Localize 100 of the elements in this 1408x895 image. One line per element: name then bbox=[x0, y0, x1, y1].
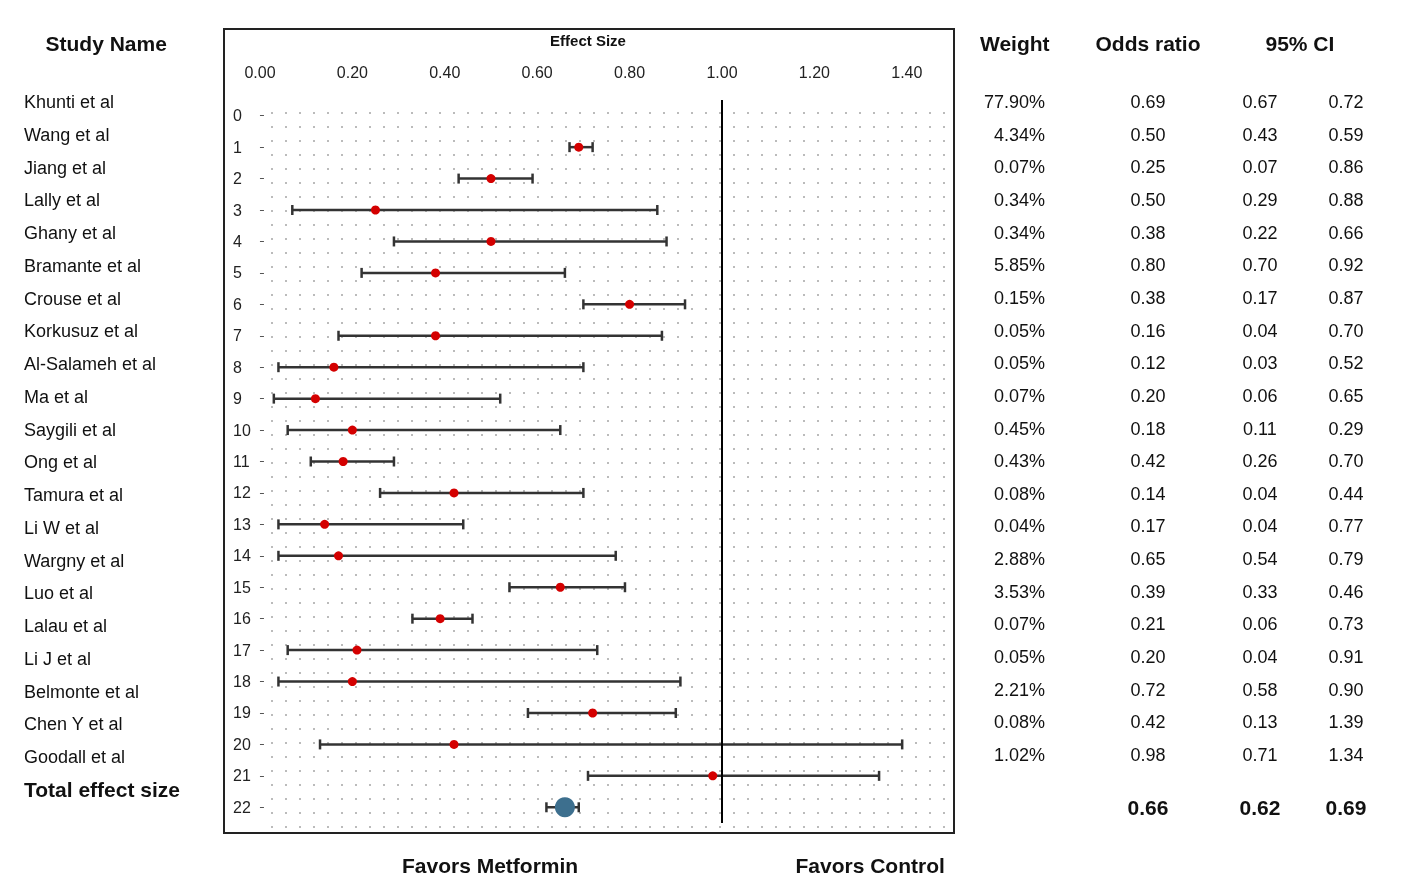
point bbox=[431, 331, 441, 341]
text: 0.72 bbox=[1130, 678, 1166, 701]
text: Tamura et al bbox=[24, 484, 124, 506]
point bbox=[449, 739, 459, 749]
y-tick-label: 20 bbox=[233, 735, 251, 753]
y-tick-label: 11 bbox=[233, 453, 250, 470]
y-tick-label: 2 bbox=[233, 170, 242, 188]
y-tick-label: 9 bbox=[233, 390, 242, 408]
x-tick-label: 0.40 bbox=[429, 63, 461, 81]
y-tick-label: 5 bbox=[233, 264, 242, 282]
text: Ghany et al bbox=[24, 222, 117, 244]
text: 0.88 bbox=[1328, 188, 1364, 211]
text: 0.43 bbox=[1242, 123, 1278, 146]
text: Belmonte et al bbox=[24, 680, 140, 703]
text: Luo et al bbox=[24, 582, 94, 605]
text: 0.20 bbox=[1130, 646, 1166, 669]
text: 0.38 bbox=[1130, 286, 1166, 309]
text: Li W et al bbox=[24, 516, 100, 539]
text: 2.88% bbox=[994, 548, 1046, 571]
y-tick-label: 15 bbox=[233, 578, 251, 596]
text: 0.43% bbox=[994, 450, 1046, 473]
text: 0.80 bbox=[1130, 254, 1166, 277]
point bbox=[352, 645, 362, 655]
text: 0.79 bbox=[1328, 548, 1364, 571]
point bbox=[347, 677, 357, 687]
text: 0.69 bbox=[1325, 796, 1367, 819]
y-tick-label: 22 bbox=[233, 798, 251, 816]
text: 0.65 bbox=[1130, 548, 1166, 571]
point bbox=[574, 142, 584, 152]
text: 0.04% bbox=[994, 515, 1046, 538]
y-tick-label: 21 bbox=[233, 767, 251, 785]
text: 0.92 bbox=[1328, 254, 1364, 277]
text: Ma et al bbox=[24, 385, 89, 408]
point bbox=[329, 362, 339, 372]
y-tick-label: 0 bbox=[233, 107, 242, 125]
text: 0.44 bbox=[1328, 482, 1364, 505]
text: 0.04 bbox=[1242, 515, 1278, 538]
text: Korkusuz et al bbox=[24, 320, 139, 343]
text: Favors Control bbox=[795, 854, 945, 877]
text: 0.59 bbox=[1328, 123, 1364, 146]
y-tick-label: 6 bbox=[233, 295, 242, 313]
point bbox=[555, 582, 565, 592]
x-tick-label: 1.20 bbox=[798, 63, 831, 81]
text: 4.34% bbox=[994, 123, 1046, 146]
point bbox=[486, 174, 496, 184]
y-tick-label: 3 bbox=[233, 201, 242, 219]
text: 0.45% bbox=[994, 417, 1046, 440]
text: 0.18 bbox=[1130, 417, 1166, 440]
text: 0.71 bbox=[1242, 744, 1278, 766]
point bbox=[449, 488, 459, 498]
text: 0.50 bbox=[1130, 188, 1166, 211]
text: Odds ratio bbox=[1095, 32, 1201, 55]
text: 0.73 bbox=[1328, 613, 1364, 636]
x-tick-label: 0.20 bbox=[336, 63, 369, 81]
text: 0.70 bbox=[1328, 319, 1364, 342]
text: Saygili et al bbox=[24, 418, 117, 441]
text: Jiang et al bbox=[24, 156, 107, 179]
text: 0.06 bbox=[1242, 384, 1278, 407]
text: 0.46 bbox=[1328, 580, 1364, 603]
text: 0.34% bbox=[994, 221, 1046, 244]
point bbox=[347, 425, 357, 435]
text: 0.08% bbox=[994, 711, 1046, 734]
y-tick-label: 16 bbox=[233, 610, 251, 628]
point bbox=[708, 771, 718, 781]
text: Goodall et al bbox=[24, 746, 126, 768]
point bbox=[435, 614, 445, 624]
text: 0.54 bbox=[1242, 548, 1278, 571]
text: Al-Salameh et al bbox=[24, 353, 157, 375]
text: 0.22 bbox=[1242, 221, 1278, 244]
text: 0.70 bbox=[1328, 450, 1364, 473]
text: Lalau et al bbox=[24, 615, 108, 637]
text: 0.06 bbox=[1242, 613, 1278, 636]
point bbox=[338, 457, 348, 466]
x-axis-title: Effect Size bbox=[550, 32, 626, 49]
text: 0.12 bbox=[1130, 352, 1166, 375]
text: Khunti et al bbox=[24, 91, 115, 113]
y-tick-label: 4 bbox=[233, 232, 242, 250]
text: 1.39 bbox=[1328, 711, 1364, 734]
text: 0.20 bbox=[1130, 384, 1166, 407]
text: Lally et al bbox=[24, 189, 101, 212]
text: 0.04 bbox=[1242, 319, 1278, 342]
text: 0.04 bbox=[1242, 646, 1278, 669]
text: 5.85% bbox=[994, 254, 1046, 277]
text: 0.33 bbox=[1242, 580, 1278, 603]
y-tick-label: 18 bbox=[233, 673, 251, 691]
text: Li J et al bbox=[24, 647, 92, 670]
point bbox=[320, 519, 330, 529]
y-tick-label: 7 bbox=[233, 327, 242, 345]
point bbox=[431, 268, 441, 278]
y-tick-label: 12 bbox=[233, 484, 251, 502]
text: 0.65 bbox=[1328, 384, 1364, 407]
text: 0.29 bbox=[1242, 188, 1278, 211]
text: Wargny et al bbox=[24, 549, 125, 572]
point bbox=[334, 551, 344, 561]
text: 0.26 bbox=[1242, 450, 1278, 473]
text: 0.13 bbox=[1242, 711, 1278, 734]
text: 0.77 bbox=[1328, 515, 1364, 538]
text: 0.66 bbox=[1328, 221, 1364, 244]
y-tick-label: 8 bbox=[233, 358, 242, 376]
text: 3.53% bbox=[994, 580, 1046, 603]
